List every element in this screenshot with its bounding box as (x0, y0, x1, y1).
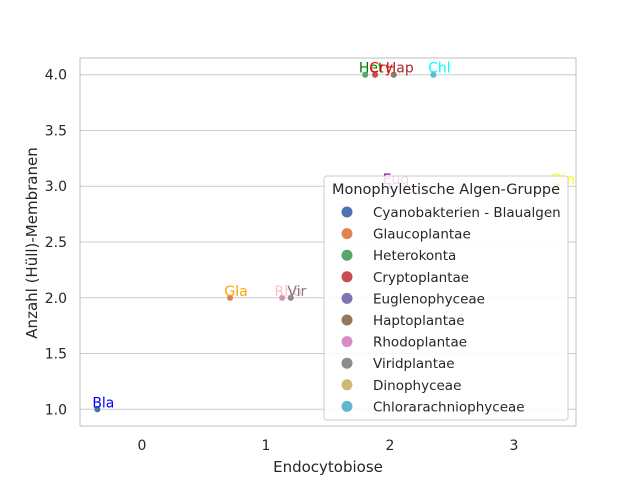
x-tick-label: 1 (262, 438, 271, 454)
y-tick-label: 4.0 (45, 68, 67, 84)
point-label: Gla (224, 284, 247, 300)
legend-label: Glaucoplantae (373, 227, 471, 243)
legend-marker (341, 379, 353, 391)
data-point (361, 71, 369, 79)
legend-label: Haptoplantae (373, 313, 465, 329)
y-tick-label: 3.5 (45, 123, 67, 139)
tick-labels: 1.0 1.5 2.0 2.5 3.0 3.5 4.0 0 1 2 3 (45, 68, 519, 454)
x-tick-label: 3 (510, 438, 519, 454)
legend-marker (341, 314, 353, 326)
legend: Monophyletische Algen-Gruppe Cyanobakter… (323, 175, 569, 421)
point-label: Vir (287, 284, 306, 300)
data-points (93, 71, 562, 413)
legend-marker (341, 228, 353, 240)
point-label: Chl (428, 61, 451, 77)
legend-label: Viridplantae (373, 356, 455, 372)
legend-entries: Cyanobakterien - Blaualgen Glaucoplantae H… (341, 205, 561, 415)
data-point (93, 405, 102, 413)
x-axis-title: Endocytobiose (273, 458, 383, 476)
plot-frame (79, 57, 577, 427)
data-point (429, 71, 438, 79)
legend-label: Chlorarachniophyceae (373, 399, 525, 415)
data-point (390, 71, 398, 79)
legend-label: Euglenophyceae (373, 291, 485, 307)
legend-label: Heterokonta (373, 248, 456, 264)
x-tick-label: 2 (386, 438, 395, 454)
legend-marker (341, 249, 353, 261)
data-point (226, 294, 234, 302)
y-tick-label: 1.5 (45, 347, 67, 363)
legend-marker (341, 271, 353, 283)
data-point (287, 294, 295, 302)
legend-label: Cryptoplantae (373, 270, 469, 286)
legend-marker (341, 292, 353, 304)
data-point (278, 294, 286, 302)
legend-label: Dinophyceae (373, 378, 461, 394)
data-point (371, 71, 379, 79)
y-tick-label: 2.0 (45, 291, 67, 307)
legend-marker (341, 357, 353, 369)
point-label: Rho (275, 284, 302, 300)
y-tick-label: 2.5 (45, 235, 67, 251)
legend-marker (341, 336, 353, 348)
y-axis-title: Anzahl (Hüll)-Membranen (23, 147, 41, 338)
point-label: Hap (386, 61, 414, 77)
y-tick-label: 1.0 (45, 402, 67, 418)
point-label: Cry (369, 61, 393, 77)
legend-title: Monophyletische Algen-Gruppe (332, 182, 560, 198)
legend-marker (341, 400, 353, 412)
x-tick-label: 0 (138, 438, 147, 454)
legend-label: Cyanobakterien - Blaualgen (373, 205, 561, 221)
legend-box (323, 175, 569, 421)
point-label: Bla (92, 395, 114, 411)
y-tick-label: 3.0 (45, 179, 67, 195)
legend-marker (341, 206, 353, 218)
point-label: Het (359, 61, 384, 77)
legend-label: Rhodoplantae (373, 335, 467, 351)
